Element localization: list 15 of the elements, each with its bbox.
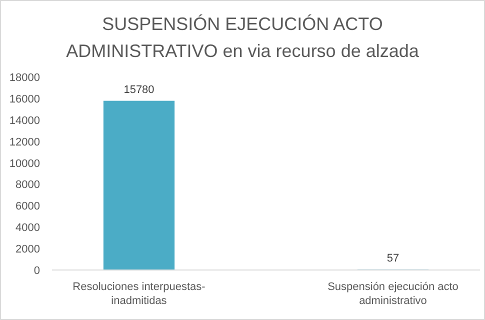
y-tick-label: 4000 bbox=[16, 222, 40, 234]
y-tick-label: 0 bbox=[34, 265, 40, 277]
y-tick-label: 2000 bbox=[16, 244, 40, 256]
chart-title: SUSPENSIÓN EJECUCIÓN ACTO ADMINISTRATIVO en via recurso de alzada bbox=[66, 14, 420, 61]
y-tick-label: 16000 bbox=[9, 93, 40, 106]
y-tick-label: 6000 bbox=[16, 200, 40, 213]
y-tick-label: 14000 bbox=[9, 114, 40, 127]
data-label: 15780 bbox=[124, 84, 154, 96]
data-label: 57 bbox=[386, 252, 400, 264]
y-tick-label: 18000 bbox=[9, 72, 40, 84]
x-tick-label: Resoluciones interpuestas-inadmitidas bbox=[72, 281, 206, 307]
y-tick-label: 10000 bbox=[9, 158, 40, 170]
x-tick-label: Suspensión ejecución acto administrativo bbox=[328, 281, 458, 307]
y-tick-label: 8000 bbox=[16, 179, 40, 192]
y-tick-label: 12000 bbox=[9, 136, 40, 148]
